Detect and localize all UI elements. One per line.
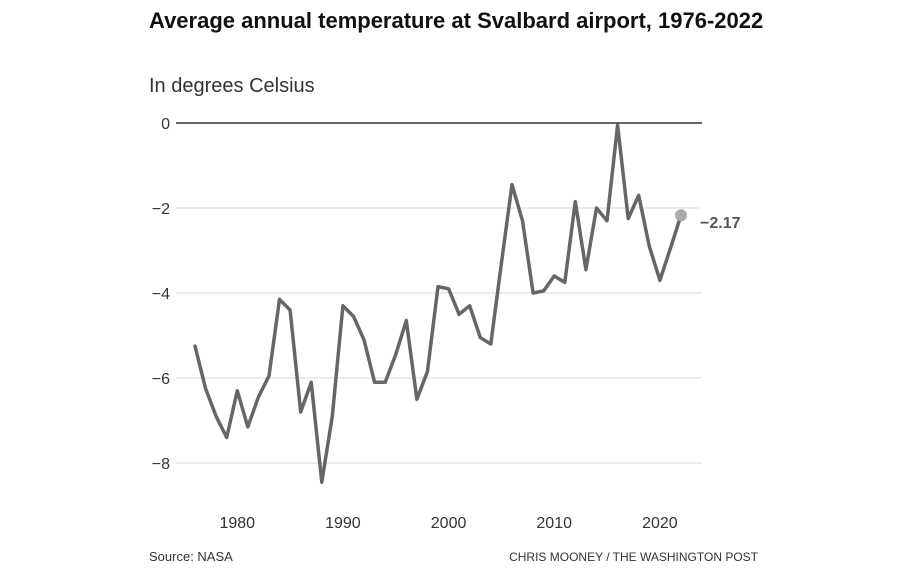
y-axis-ticks: 0 −2 −4 −6 −8: [152, 116, 170, 473]
y-tick-label: −8: [152, 456, 170, 473]
chart-subtitle: In degrees Celsius: [149, 75, 315, 97]
source-note: Source: NASA: [149, 549, 233, 564]
credit-note: CHRIS MOONEY / THE WASHINGTON POST: [509, 550, 758, 564]
x-tick-label: 2010: [536, 515, 572, 532]
x-tick-label: 1980: [219, 515, 255, 532]
end-value-label: −2.17: [700, 215, 741, 232]
end-point-marker: [675, 209, 687, 222]
y-tick-label: 0: [161, 116, 170, 133]
line-chart: 0 −2 −4 −6 −8 1980 1990 2000 2010 2020 −2.17: [152, 116, 741, 532]
series-line: [193, 123, 683, 484]
y-tick-label: −2: [152, 201, 170, 218]
grid-layer: [176, 122, 702, 464]
x-tick-label: 2020: [642, 515, 678, 532]
y-tick-label: −6: [152, 371, 170, 388]
x-tick-label: 2000: [431, 515, 467, 532]
x-axis-ticks: 1980 1990 2000 2010 2020: [219, 515, 677, 532]
series-layer: −2.17: [193, 123, 741, 484]
y-tick-label: −4: [152, 286, 170, 303]
x-tick-label: 1990: [325, 515, 361, 532]
chart-title: Average annual temperature at Svalbard a…: [149, 8, 764, 33]
